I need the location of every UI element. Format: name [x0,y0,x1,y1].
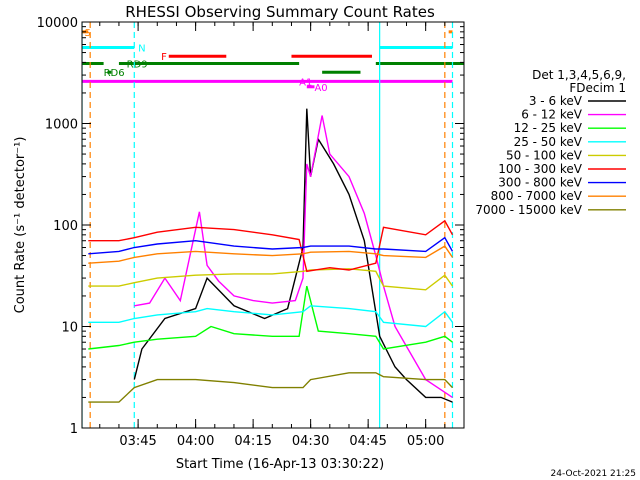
instrument-flags [82,30,464,89]
y-tick-label: 10 [61,321,78,336]
flag-label: N [138,44,145,55]
x-tick-label: 04:00 [177,434,214,449]
series-lines [88,108,454,403]
legend-label: 50 - 100 keV [506,148,583,162]
legend-label: 6 - 12 keV [521,108,583,122]
legend-label: 7000 - 15000 keV [475,203,582,217]
flag-label: A1 [299,77,312,88]
x-tick-label: 05:00 [407,434,444,449]
legend-label: 300 - 800 keV [498,176,582,190]
series-line [88,285,453,350]
legend-label: 100 - 300 keV [498,162,582,176]
x-tick-label: 04:45 [349,434,386,449]
y-tick-label: 1000 [45,118,78,133]
timestamp: 24-Oct-2021 21:25 [551,469,636,479]
flag-label: A0 [314,83,327,94]
x-tick-label: 04:30 [292,434,329,449]
x-axis-label: Start Time (16-Apr-13 03:30:22) [176,457,384,472]
x-tick-label: 03:45 [119,434,156,449]
y-tick-label: 100 [53,219,78,234]
y-axis-label: Count Rate (s⁻¹ detector⁻¹) [13,137,28,314]
legend-header-line-1: Det 1,3,4,5,6,9, [532,68,626,82]
legend-label: 3 - 6 keV [529,94,583,108]
flag-label: RD9 [127,60,148,71]
series-line [88,236,454,255]
series-line [88,219,454,273]
series-line [88,372,454,403]
chart-title: RHESSI Observing Summary Count Rates [125,3,435,21]
y-tick-label: 1 [70,422,78,437]
flag-label: S [84,28,90,39]
legend-label: 800 - 7000 keV [491,189,583,203]
flag-label: F [161,52,167,63]
series-line [88,268,454,291]
series-line [88,245,454,264]
legend-header-line-2: FDecim 1 [569,81,626,95]
y-axis: 1 10 100 1000 10000 [37,16,464,437]
legend-label: 12 - 25 keV [514,121,583,135]
x-tick-label: 04:15 [234,434,271,449]
legend-label: 25 - 50 keV [514,135,583,149]
flag-label: RD6 [104,68,125,79]
x-axis: 03:45 04:00 04:15 04:30 04:45 05:00 [99,22,465,449]
series-line [88,305,454,328]
plot-frame [81,21,465,429]
y-tick-label: 10000 [37,16,78,31]
series-line [133,108,453,403]
